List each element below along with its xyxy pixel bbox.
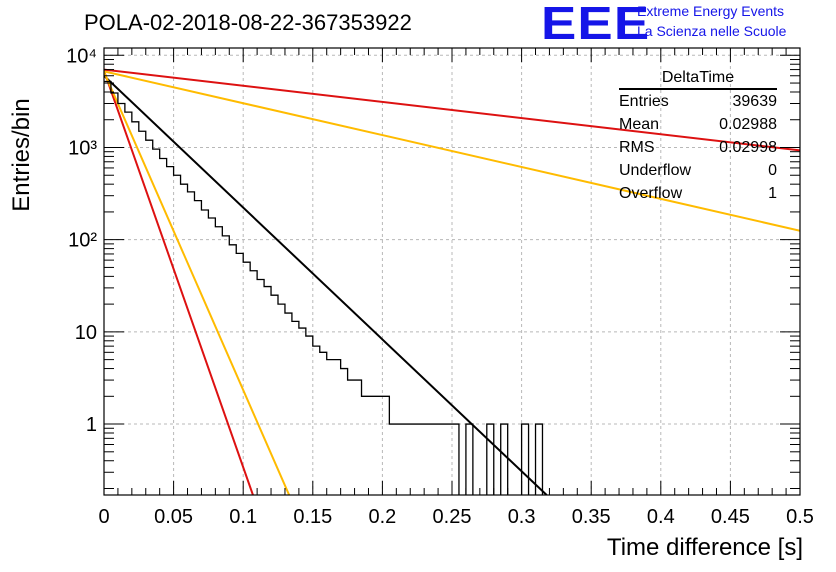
histogram-outline bbox=[104, 80, 544, 495]
logo-line-2: La Scienza nelle Scuole bbox=[637, 23, 787, 39]
x-axis-label: Time difference [s] bbox=[606, 534, 803, 561]
stats-label: Overflow bbox=[619, 185, 683, 202]
fit-line bbox=[104, 71, 291, 495]
fit-line bbox=[104, 75, 548, 495]
fit-line bbox=[104, 70, 800, 232]
fit-line bbox=[104, 68, 800, 152]
stats-row: Mean 0.02988 bbox=[611, 113, 777, 136]
y-tick-label: 10² bbox=[68, 230, 97, 252]
stats-value: 1 bbox=[768, 185, 777, 202]
stats-row: Overflow 1 bbox=[611, 182, 777, 205]
stats-value: 0.02988 bbox=[719, 116, 777, 133]
stats-name: DeltaTime bbox=[619, 69, 777, 90]
x-tick-label: 0 bbox=[98, 506, 109, 528]
stats-value: 0 bbox=[768, 162, 777, 179]
x-tick-label: 0.25 bbox=[433, 506, 472, 528]
x-tick-label: 0.45 bbox=[711, 506, 750, 528]
stats-box: DeltaTime Entries 39639 Mean 0.02988 RMS… bbox=[611, 69, 777, 205]
y-tick-label: 10⁴ bbox=[66, 45, 97, 67]
stats-label: RMS bbox=[619, 139, 655, 156]
x-tick-label: 0.05 bbox=[154, 506, 193, 528]
chart-title: POLA-02-2018-08-22-367353922 bbox=[84, 10, 412, 35]
y-tick-label: 10 bbox=[75, 322, 97, 344]
x-tick-label: 0.4 bbox=[647, 506, 675, 528]
stats-label: Underflow bbox=[619, 162, 692, 179]
x-tick-label: 0.1 bbox=[229, 506, 257, 528]
y-tick-label: 10³ bbox=[68, 137, 97, 159]
x-tick-label: 0.35 bbox=[572, 506, 611, 528]
y-axis-label: Entries/bin bbox=[8, 98, 35, 212]
stats-label: Entries bbox=[619, 93, 669, 110]
y-axis-label-box: Entries/bin bbox=[7, 98, 37, 211]
x-tick-labels: 0 0.05 0.1 0.15 0.2 0.25 0.3 0.35 0.4 0.45 0.5 bbox=[98, 506, 813, 528]
eee-logo: EEE bbox=[541, 0, 651, 49]
fit-line bbox=[104, 70, 254, 495]
x-tick-label: 0.5 bbox=[786, 506, 814, 528]
stats-row: Entries 39639 bbox=[611, 90, 777, 113]
x-tick-label: 0.15 bbox=[293, 506, 332, 528]
y-tick-labels: 1 10 10² 10³ 10⁴ bbox=[66, 45, 97, 436]
y-tick-label: 1 bbox=[86, 414, 97, 436]
stats-value: 0.02998 bbox=[719, 139, 777, 156]
stats-label: Mean bbox=[619, 116, 660, 133]
stats-row: RMS 0.02998 bbox=[611, 136, 777, 159]
stats-value: 39639 bbox=[732, 93, 778, 110]
stats-row: Underflow 0 bbox=[611, 159, 777, 182]
x-tick-label: 0.3 bbox=[508, 506, 536, 528]
x-tick-label: 0.2 bbox=[368, 506, 396, 528]
axis-ticks bbox=[103, 48, 801, 495]
logo-line-1: Extreme Energy Events bbox=[637, 3, 785, 19]
